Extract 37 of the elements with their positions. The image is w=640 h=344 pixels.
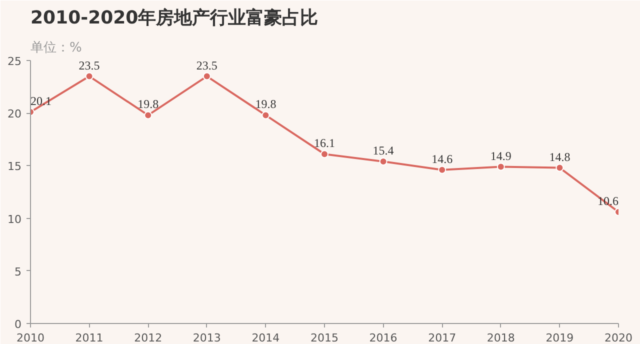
- point: [320, 150, 328, 158]
- x-tick-label: 2013: [192, 332, 221, 344]
- y-tick-label: 15: [8, 160, 22, 174]
- data-label: 19.8: [255, 97, 276, 112]
- x-tick-label: 2019: [546, 332, 574, 344]
- x-tick-label: 2010: [16, 332, 45, 344]
- y-tick-label: 25: [8, 55, 22, 68]
- y-tick-label: 5: [14, 265, 22, 278]
- data-label: 23.5: [196, 58, 218, 72]
- data-label: 16.1: [314, 136, 335, 150]
- x-tick-label: 2012: [134, 332, 162, 344]
- x-tick-label: 2016: [369, 332, 398, 344]
- point: [556, 164, 564, 172]
- data-label: 14.8: [549, 150, 570, 164]
- x-tick-label: 2011: [75, 332, 104, 344]
- y-tick-label: 20: [8, 108, 22, 121]
- data-label: 15.4: [372, 143, 394, 158]
- point: [202, 72, 211, 80]
- x-tick-label: 2015: [310, 332, 339, 344]
- point: [496, 162, 505, 171]
- point: [379, 158, 388, 166]
- point: [262, 111, 270, 120]
- point: [85, 72, 94, 80]
- data-label: 23.5: [78, 58, 100, 72]
- chart-title: 2010-2020年房地产行业富豪占比: [30, 8, 318, 28]
- x-tick-label: 2017: [428, 332, 456, 344]
- data-label: 14.9: [490, 148, 512, 163]
- point: [438, 166, 446, 174]
- y-tick-label: 0: [14, 318, 22, 331]
- x-tick-label: 2014: [252, 332, 280, 344]
- y-tick-label: 10: [8, 212, 22, 226]
- data-label: 19.8: [138, 97, 159, 112]
- x-tick-label: 2018: [486, 332, 515, 344]
- x-tick-label: 2020: [604, 332, 633, 344]
- data-label: 14.6: [432, 152, 453, 166]
- point: [144, 111, 152, 120]
- chart-subtitle: 单位：%: [30, 40, 82, 56]
